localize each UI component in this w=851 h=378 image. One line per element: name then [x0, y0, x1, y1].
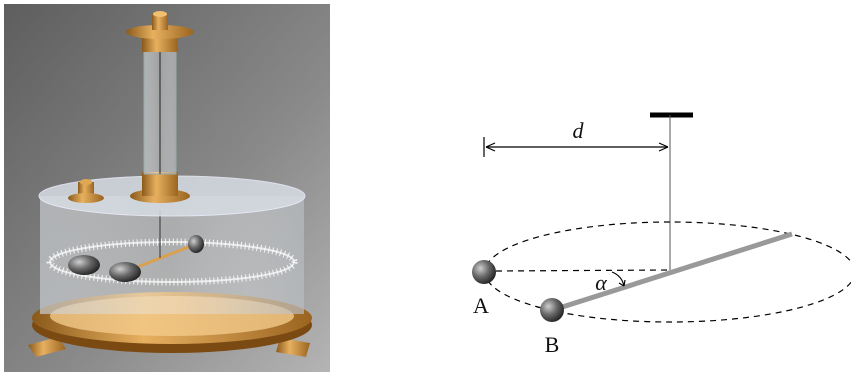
small-ball: [188, 235, 204, 253]
top-knob-tip: [153, 11, 167, 17]
rod: [556, 234, 792, 309]
schematic: d α A B: [472, 115, 851, 357]
large-ball: [68, 255, 100, 275]
tube-base: [142, 172, 178, 196]
large-ball: [109, 262, 141, 282]
ball-b-label: B: [545, 332, 560, 357]
ball-a-label: A: [473, 293, 489, 318]
figure: d α A B: [0, 0, 851, 378]
knob-top: [80, 179, 92, 185]
distance-label: d: [573, 118, 585, 143]
angle-arc: [612, 272, 624, 286]
ball-b: [540, 298, 564, 322]
reference-line: [496, 270, 670, 271]
knob-base: [68, 193, 104, 203]
angle-label: α: [595, 270, 607, 295]
torsion-balance-render: [4, 4, 330, 372]
ball-a: [472, 260, 496, 284]
page: d α A B (() => { const data = JSON.parse…: [0, 0, 851, 378]
